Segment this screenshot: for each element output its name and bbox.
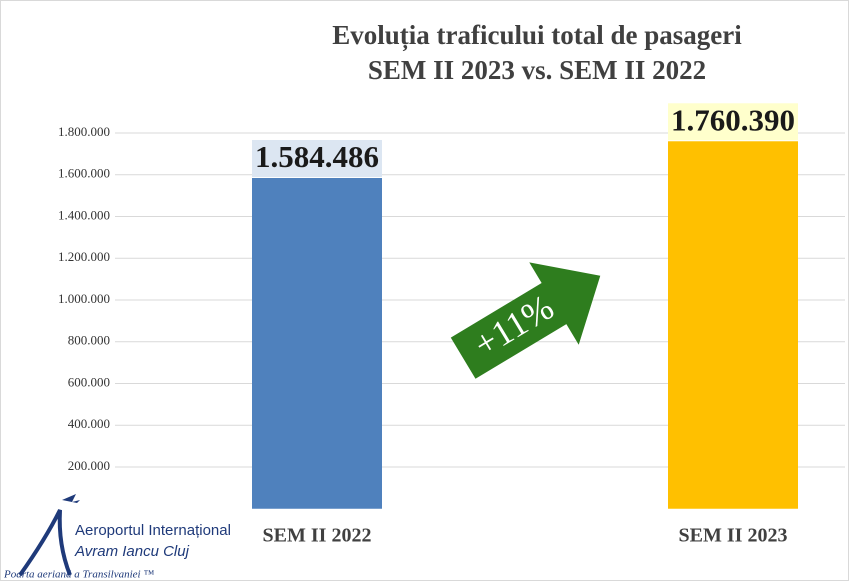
x-tick-label: SEM II 2023 <box>679 525 788 547</box>
chart-subtitle: SEM II 2023 vs. SEM II 2022 <box>368 55 706 85</box>
y-tick-label: 1.000.000 <box>58 291 110 306</box>
value-label: 1.760.390 <box>671 102 795 137</box>
y-tick-label: 1.600.000 <box>58 166 110 181</box>
value-label-bg <box>252 139 382 177</box>
y-tick-label: 1.400.000 <box>58 207 110 222</box>
logo-tagline: Poarta aeriană a Transilvaniei ™ <box>3 569 154 581</box>
logo: Aeroportul Internațional Avram Iancu Clu… <box>3 494 231 581</box>
bar <box>668 141 798 509</box>
value-label: 1.584.486 <box>255 139 379 174</box>
logo-name: Aeroportul Internațional <box>75 522 231 539</box>
y-tick-label: 400.000 <box>68 416 110 431</box>
y-tick-label: 1.200.000 <box>58 249 110 264</box>
bar <box>252 177 382 509</box>
y-tick-label: 200.000 <box>68 458 110 473</box>
arrow-shape <box>450 262 601 379</box>
logo-city: Avram Iancu Cluj <box>74 543 190 560</box>
value-label-bg <box>668 103 798 141</box>
chart-title: Evoluția traficului total de pasageri <box>332 20 742 51</box>
logo-plane <box>62 494 80 503</box>
logo-swoosh <box>18 509 72 577</box>
y-tick-label: 1.800.000 <box>58 124 110 139</box>
plot: 200.000 400.000 600.000 800.000 1.000.000 1.2… <box>58 102 845 547</box>
y-tick-label: 600.000 <box>68 374 110 389</box>
x-tick-label: SEM II 2022 <box>263 525 372 547</box>
y-tick-label: 800.000 <box>68 333 110 348</box>
